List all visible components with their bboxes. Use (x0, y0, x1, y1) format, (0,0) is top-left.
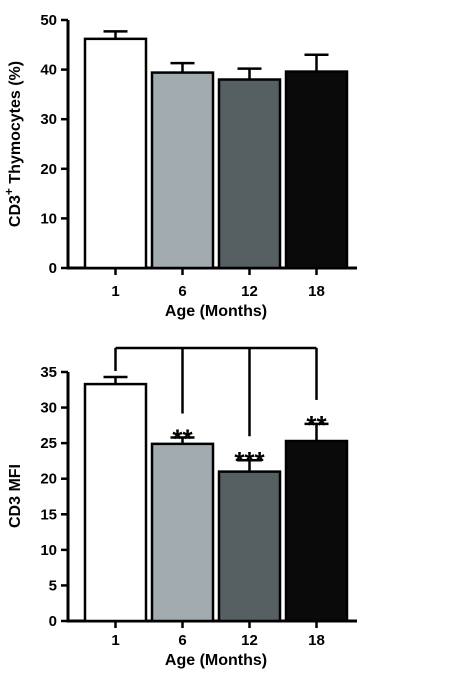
bar-1 (83, 37, 148, 270)
y-tick-label: 5 (49, 577, 57, 594)
y-tick-label: 20 (40, 161, 57, 178)
bar-6 (150, 442, 215, 623)
bar-6 (150, 71, 215, 270)
bar-18 (284, 70, 349, 270)
x-tick-label: 6 (178, 632, 186, 649)
y-tick-label: 15 (40, 506, 57, 523)
x-tick-label: 12 (241, 632, 258, 649)
panel-thymocytes-percent: 0 10 20 30 40 50 1 6 12 18 Age (Months) CD3+ Thymoc… (2, 12, 357, 320)
bar-1 (83, 382, 148, 623)
y-tick-label: 40 (40, 62, 57, 79)
y-axis-label: CD3+ Thymocytes (%) (2, 61, 24, 227)
x-tick-label: 6 (178, 283, 186, 300)
y-tick-label: 0 (49, 260, 57, 277)
y-tick-label: 0 (49, 613, 57, 630)
bar-18 (284, 439, 349, 623)
bar-12 (217, 78, 282, 270)
significance-stars: ** (306, 410, 327, 440)
y-axis-label-superscript: + (2, 188, 16, 195)
x-tick-label: 1 (111, 632, 119, 649)
y-tick-label: 20 (40, 471, 57, 488)
y-tick-label: 10 (40, 210, 57, 227)
significance-stars: ** (172, 423, 193, 453)
x-tick-label: 12 (241, 283, 258, 300)
x-axis-label: Age (Months) (165, 303, 267, 320)
y-tick-label: 30 (40, 111, 57, 128)
y-tick-label: 10 (40, 542, 57, 559)
significance-stars: *** (234, 446, 265, 476)
x-tick-label: 18 (308, 632, 325, 649)
y-axis-label: CD3 MFI (7, 464, 24, 528)
bar-12 (217, 470, 282, 623)
x-axis-label: Age (Months) (165, 652, 267, 669)
y-tick-label: 50 (40, 12, 57, 29)
panel-cd3-mfi: 0 5 10 15 20 25 30 35 1 6 12 18 Age (Months) CD3 MFI *… (7, 346, 357, 669)
y-axis-label-suffix: Thymocytes (%) (7, 61, 24, 188)
y-tick-label: 30 (40, 400, 57, 417)
x-tick-label: 18 (308, 283, 325, 300)
y-axis-label-prefix: CD3 (7, 195, 24, 227)
y-tick-label: 25 (40, 435, 57, 452)
x-tick-label: 1 (111, 283, 119, 300)
y-tick-label: 35 (40, 364, 57, 381)
